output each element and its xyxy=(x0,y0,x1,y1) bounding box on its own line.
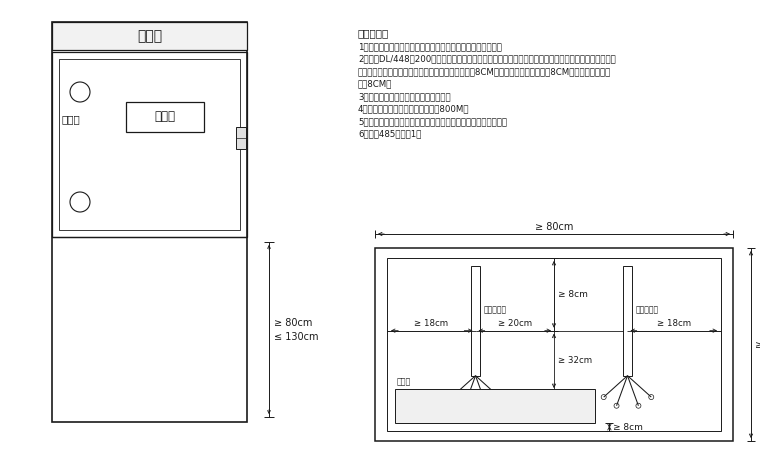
Text: 3、接线盒采用入面镶定的专用接线盒；: 3、接线盒采用入面镶定的专用接线盒； xyxy=(358,92,451,101)
Text: ≥ 18cm: ≥ 18cm xyxy=(414,319,448,328)
Text: 技术要求：: 技术要求： xyxy=(358,28,389,38)
Text: ≥ 80cm: ≥ 80cm xyxy=(274,319,312,329)
Bar xyxy=(375,248,733,441)
Text: 5、计量元件室不得安装除电能表、负控终端墙之外的其他设备。: 5、计量元件室不得安装除电能表、负控终端墙之外的其他设备。 xyxy=(358,117,507,126)
Bar xyxy=(471,266,480,376)
Text: ≥ 65cm: ≥ 65cm xyxy=(755,340,760,350)
Text: 观察孔: 观察孔 xyxy=(154,110,176,123)
Text: 低于8CM；: 低于8CM； xyxy=(358,79,392,88)
Bar xyxy=(59,59,240,230)
Text: 4、计量元件安装位置必须高于地面800M；: 4、计量元件安装位置必须高于地面800M； xyxy=(358,104,470,114)
Text: 电能表与电能表（负控终端）安装后的边距离不小于8CM，与柜边之间也不能低于8CM，与接线盒之间不: 电能表与电能表（负控终端）安装后的边距离不小于8CM，与柜边之间也不能低于8CM… xyxy=(358,67,611,76)
Text: 1、计量柜、预装式箱变、箱必须满足计量元件室的设计要求；: 1、计量柜、预装式箱变、箱必须满足计量元件室的设计要求； xyxy=(358,42,502,51)
Text: ≥ 18cm: ≥ 18cm xyxy=(657,319,692,328)
Bar xyxy=(52,52,247,237)
Bar xyxy=(387,258,721,431)
Bar xyxy=(395,389,595,423)
Text: ≥ 8cm: ≥ 8cm xyxy=(558,290,588,299)
Text: 通用结束架: 通用结束架 xyxy=(483,305,507,314)
Text: 加封处: 加封处 xyxy=(62,114,81,124)
Text: ≥ 32cm: ≥ 32cm xyxy=(558,356,592,365)
Text: 2、按图DL/448－200（电能计量技术管理规范）及（中国南方电网公司电能计量装置典型设计的要求，: 2、按图DL/448－200（电能计量技术管理规范）及（中国南方电网公司电能计量… xyxy=(358,55,616,64)
Text: ≤ 130cm: ≤ 130cm xyxy=(274,332,318,342)
Text: ≥ 8cm: ≥ 8cm xyxy=(613,422,643,431)
Bar xyxy=(52,22,247,422)
Text: ≥ 20cm: ≥ 20cm xyxy=(498,319,532,328)
Bar xyxy=(126,102,204,132)
Text: ≥ 80cm: ≥ 80cm xyxy=(535,222,573,232)
Bar xyxy=(623,266,632,376)
Text: 通用结束架: 通用结束架 xyxy=(635,305,659,314)
Bar xyxy=(236,126,246,149)
Text: 接线排: 接线排 xyxy=(397,377,411,386)
Text: 计量柜: 计量柜 xyxy=(137,29,162,43)
Bar xyxy=(52,22,247,50)
Text: 6、预留485数据线1米: 6、预留485数据线1米 xyxy=(358,130,421,139)
